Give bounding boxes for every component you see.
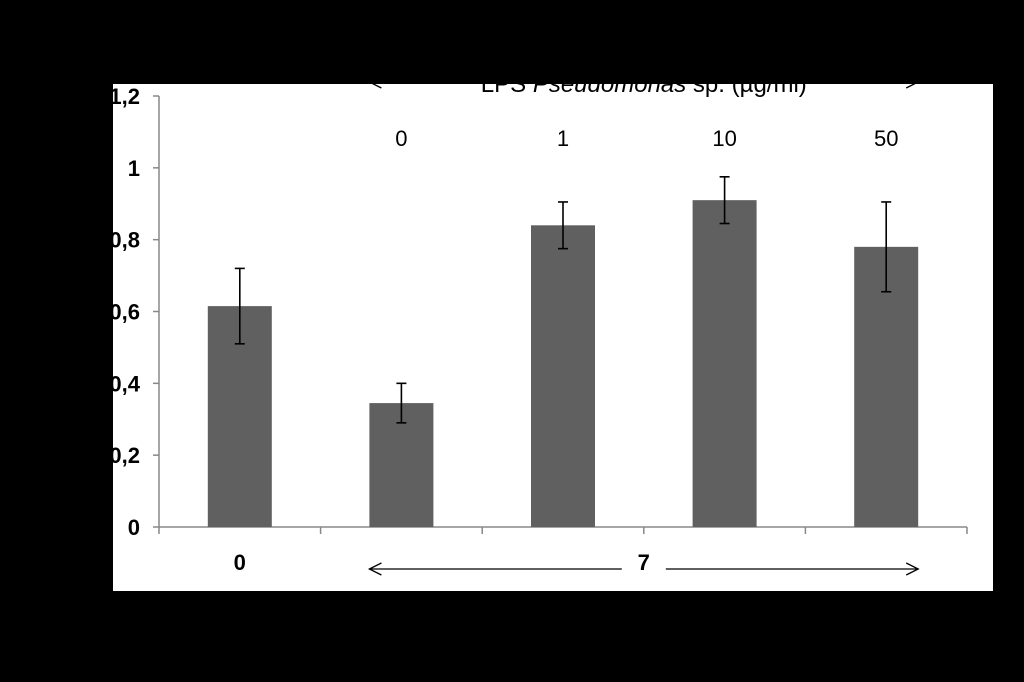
y-tick-label: 0,6 [109, 300, 140, 325]
group-arrowhead-right [905, 562, 920, 576]
lps-annotation: LPS Pseudomonas sp. (µg/ml) [481, 71, 807, 98]
y-tick-label: 1 [128, 156, 140, 181]
bar [369, 403, 434, 527]
lps-annotation-prefix: LPS [481, 71, 533, 98]
bar [692, 200, 757, 528]
y-tick-label: 0 [128, 515, 140, 540]
annotation-arrowhead-left [367, 75, 382, 89]
y-tick-label: 0,8 [109, 228, 140, 253]
annotation-arrowhead-right [905, 75, 920, 89]
concentration-label: 50 [874, 126, 898, 151]
group-label: 0 [234, 550, 246, 575]
lps-annotation-suffix: sp. (µg/ml) [686, 71, 807, 98]
bar [531, 225, 595, 528]
y-tick-label: 0,2 [109, 443, 140, 468]
group-label: 7 [638, 550, 650, 575]
concentration-label: 1 [557, 126, 569, 151]
concentration-label: 10 [712, 126, 736, 151]
concentration-label: 0 [395, 126, 407, 151]
lps-annotation-species: Pseudomonas [533, 71, 686, 98]
group-arrowhead-left [367, 562, 382, 576]
y-tick-label: 1,2 [109, 84, 140, 109]
bar [854, 246, 919, 527]
y-tick-label: 0,4 [109, 371, 140, 396]
plot-panel: 0 0,2 0,4 0,6 0,8 1 1,2 0 1 10 50 0 7 LPS Pseudomonas… [109, 71, 993, 591]
